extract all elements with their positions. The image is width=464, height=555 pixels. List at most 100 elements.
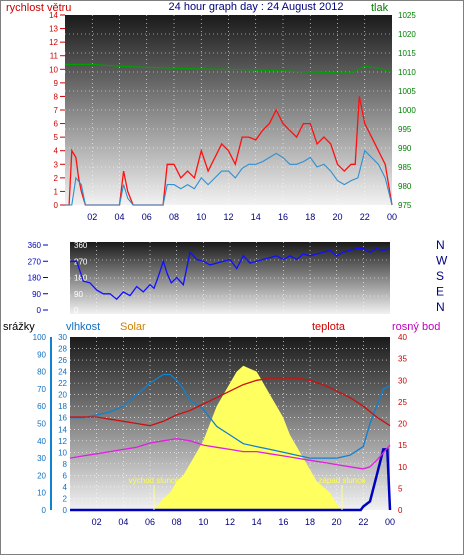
direction-inner-tick-label: 0	[74, 306, 79, 315]
rain-tick-label: 0	[42, 506, 47, 515]
direction-inner-tick-label: 90	[74, 290, 83, 299]
sunset-label: západ slunce	[318, 476, 366, 485]
solar-axis-label: Solar	[120, 321, 146, 333]
time-tick-label: 18	[305, 517, 315, 527]
time-tick-label: 06	[145, 517, 155, 527]
rain-tick-label: 80	[37, 368, 46, 377]
compass-tick-label: N	[436, 300, 445, 314]
compass-tick-label: S	[436, 269, 444, 283]
humidity-tick-label: 12	[58, 437, 67, 446]
time-tick-label: 08	[172, 517, 182, 527]
humidity-tick-label: 28	[58, 345, 67, 354]
pressure-tick-label: 1000	[398, 106, 416, 115]
pressure-tick-label: 1015	[398, 49, 416, 58]
humidity-tick-label: 0	[63, 506, 68, 515]
series-wind-average-line	[65, 149, 393, 206]
pressure-tick-label: 985	[398, 163, 412, 172]
time-tick-label: 06	[142, 212, 152, 222]
temperature-tick-label: 30	[398, 376, 407, 385]
direction-inner-tick-label: 270	[74, 257, 88, 266]
rain-tick-label: 20	[37, 471, 46, 480]
pressure-right-ticks: 975 980 985 990 995 1000 1005 1010 1015 1020 1025	[398, 11, 416, 210]
compass-tick-label: N	[436, 238, 445, 252]
temperature-tick-label: 15	[398, 441, 407, 450]
rain-tick-label: 100	[33, 333, 47, 342]
panel-humidity-time-ticks: 02 04 06 08 10 12 14 16 18 20 22 00	[92, 517, 395, 527]
time-tick-label: 22	[360, 212, 370, 222]
panel-direction-grid	[70, 242, 390, 314]
rain-tick-label: 60	[37, 402, 46, 411]
humidity-tick-label: 16	[58, 414, 67, 423]
temperature-tick-label: 0	[398, 506, 403, 515]
direction-tick-label: 90	[32, 290, 41, 299]
wind-tick-label: 9	[54, 79, 59, 88]
humidity-tick-label: 22	[58, 379, 67, 388]
wind-tick-label: 14	[49, 11, 58, 20]
pressure-tick-label: 1005	[398, 87, 416, 96]
wind-tick-label: 1	[54, 187, 59, 196]
time-tick-label: 00	[385, 517, 395, 527]
time-tick-label: 14	[252, 517, 262, 527]
time-tick-label: 10	[198, 517, 208, 527]
temperature-tick-label: 5	[398, 484, 403, 493]
temperature-tick-label: 35	[398, 355, 407, 364]
humidity-axis-label: vlhkost	[66, 321, 100, 333]
time-tick-label: 12	[225, 517, 235, 527]
rain-ticks: 0 10 20 30 40 50 60 70 80 90 100	[33, 333, 52, 515]
temperature-tick-label: 10	[398, 463, 407, 472]
series-solar-area	[154, 365, 342, 510]
pressure-tick-label: 975	[398, 201, 412, 210]
rain-tick-label: 30	[37, 454, 46, 463]
wind-tick-label: 5	[54, 133, 59, 142]
compass-tick-label: W	[436, 254, 448, 268]
time-tick-label: 04	[114, 212, 124, 222]
temperature-tick-label: 20	[398, 420, 407, 429]
pressure-tick-label: 980	[398, 182, 412, 191]
wind-tick-label: 2	[54, 174, 59, 183]
right-axis-label-pressure: tlak	[371, 2, 389, 14]
direction-inner-ticks: 0 90 180 270 360	[74, 241, 88, 315]
wind-tick-label: 12	[49, 38, 58, 47]
sunrise-label: východ slunce	[129, 476, 180, 485]
time-tick-label: 16	[278, 517, 288, 527]
dewpoint-axis-label: rosný bod	[392, 321, 440, 333]
series-temperature-line	[70, 377, 391, 427]
humidity-tick-label: 6	[63, 471, 68, 480]
rain-tick-label: 70	[37, 385, 46, 394]
humidity-tick-label: 20	[58, 391, 67, 400]
time-tick-label: 10	[196, 212, 206, 222]
series-dewpoint-line	[69, 437, 391, 470]
wind-tick-label: 6	[54, 120, 59, 129]
direction-tick-label: 360	[28, 241, 42, 250]
series-humidity-line	[70, 373, 391, 459]
compass-tick-label: E	[436, 285, 444, 299]
series-pressure-line	[65, 63, 393, 74]
wind-tick-label: 10	[49, 65, 58, 74]
time-tick-label: 02	[92, 517, 102, 527]
humidity-tick-label: 14	[58, 425, 67, 434]
time-tick-label: 18	[305, 212, 315, 222]
temperature-tick-label: 25	[398, 398, 407, 407]
humidity-tick-label: 24	[58, 368, 67, 377]
direction-tick-label: 180	[28, 274, 42, 283]
pressure-tick-label: 1010	[398, 68, 416, 77]
wind-tick-label: 8	[54, 92, 59, 101]
wind-tick-label: 13	[49, 25, 58, 34]
rain-tick-label: 90	[37, 350, 46, 359]
left-axis-label-wind: rychlost větru	[6, 2, 71, 14]
humidity-tick-label: 10	[58, 448, 67, 457]
time-tick-label: 04	[118, 517, 128, 527]
wind-tick-label: 3	[54, 160, 59, 169]
direction-inner-tick-label: 180	[74, 274, 88, 283]
humidity-tick-label: 2	[63, 494, 68, 503]
time-tick-label: 22	[358, 517, 368, 527]
time-tick-label: 02	[87, 212, 97, 222]
panel-wind-time-ticks: 02 04 06 08 10 12 14 16 18 20 22 00	[87, 212, 397, 222]
time-tick-label: 20	[332, 517, 342, 527]
series-wind-direction-line	[70, 247, 391, 301]
humidity-tick-label: 18	[58, 402, 67, 411]
